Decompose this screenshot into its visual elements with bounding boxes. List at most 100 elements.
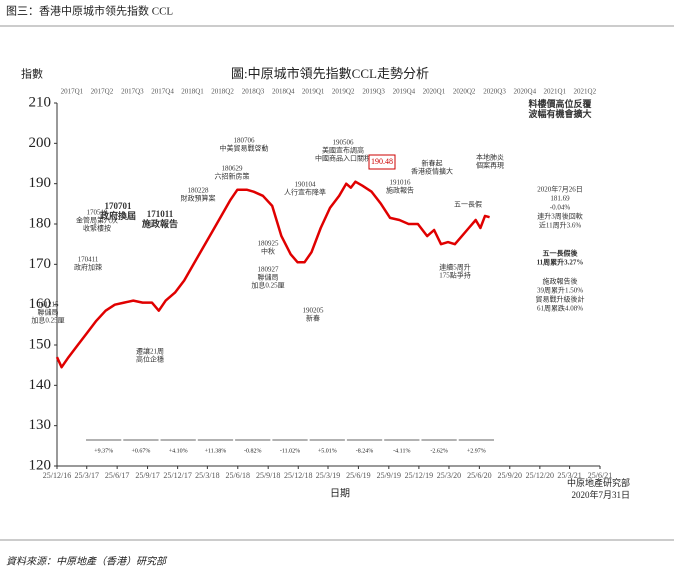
side-note: 料樓價高位反覆 <box>528 98 592 109</box>
annotation: 中國商品入口關稅 <box>315 154 371 163</box>
side-note: 連升3周後回軟 <box>537 212 583 221</box>
annotation: 175點爭持 <box>439 271 471 280</box>
y-tick-label: 190 <box>29 175 52 191</box>
side-note: 39周累升1.50% <box>537 286 583 295</box>
y-label: 指數 <box>21 67 43 81</box>
annotation: 本地肺炎 <box>476 153 504 162</box>
annotation: 161215 <box>38 301 60 309</box>
side-note: 五一長假後 <box>543 249 579 258</box>
period-change: +9.37% <box>94 448 113 454</box>
quarter-label: 2019Q4 <box>393 88 416 96</box>
annotation: 美國宣布調高 <box>322 146 364 155</box>
annotation: 新春 <box>306 314 320 323</box>
x-tick-label: 25/12/17 <box>163 471 191 480</box>
annotation: 171011 <box>147 209 174 219</box>
x-tick-label: 25/6/18 <box>226 471 250 480</box>
period-change: -0.82% <box>244 448 262 454</box>
side-note: 貿易戰升級後計 <box>536 295 585 304</box>
x-tick-label: 25/6/21 <box>588 471 612 480</box>
y-tick-label: 210 <box>29 94 52 110</box>
annotation: 遷讓21周 <box>136 347 164 356</box>
x-tick-label: 25/9/17 <box>135 471 159 480</box>
quarter-label: 2017Q2 <box>91 88 114 96</box>
annotation: 加息0.25厘 <box>251 281 284 290</box>
period-change: +0.67% <box>131 448 150 454</box>
annotation: 施政報告 <box>142 218 178 229</box>
annotation: 香港疫情擴大 <box>411 167 453 176</box>
quarter-label: 2017Q3 <box>121 88 144 96</box>
quarter-label: 2021Q2 <box>574 88 597 96</box>
side-note: 2020年7月26日 <box>537 185 583 194</box>
quarter-label: 2020Q4 <box>514 88 537 96</box>
annotation: 190205 <box>303 307 325 315</box>
quarter-label: 2018Q1 <box>181 88 204 96</box>
annotation: 高位企穩 <box>136 355 164 364</box>
annotation-box <box>368 154 396 170</box>
annotation: 180706 <box>234 137 256 145</box>
period-change: +5.01% <box>318 448 337 454</box>
x-tick-label: 25/3/18 <box>195 471 219 480</box>
x-label: 日期 <box>330 487 350 499</box>
period-change: +4.10% <box>169 448 188 454</box>
quarter-label: 2018Q2 <box>211 88 234 96</box>
line <box>55 180 490 369</box>
credit: 中原地產研究部 <box>567 477 630 488</box>
annotation: 190506 <box>333 139 355 147</box>
quarter-label: 2018Q4 <box>272 88 295 96</box>
annotation: 財政預算案 <box>181 194 216 203</box>
annotation: 人行宣布降準 <box>284 188 326 197</box>
x-tick-label: 25/12/16 <box>43 471 71 480</box>
annotation: 180629 <box>222 165 244 173</box>
annotation: 六招新房策 <box>215 172 250 181</box>
annotation: 聯儲局 <box>38 308 59 317</box>
annotation: 五一長假 <box>454 200 482 209</box>
annotation: 191016 <box>390 179 412 187</box>
x-tick-label: 25/6/19 <box>346 471 370 480</box>
annotation: 中美貿易戰啓動 <box>220 144 269 153</box>
x-tick-label: 25/12/19 <box>405 471 433 480</box>
chart-title: 圖:中原城市領先指數CCL走勢分析 <box>231 66 429 81</box>
side-note: 61周累跌4.08% <box>537 304 583 313</box>
side-note: 施政報告後 <box>543 277 578 286</box>
quarter-label: 2020Q2 <box>453 88 476 96</box>
annotation: 政府加辣 <box>74 263 102 272</box>
period-change: +11.38% <box>205 448 227 454</box>
y-tick-label: 130 <box>29 417 52 433</box>
y-tick-label: 150 <box>29 336 52 352</box>
source-note: 資料來源：中原地產（香港）研究部 <box>6 555 168 567</box>
period-change: -8.24% <box>356 448 374 454</box>
annotation: 中秋 <box>261 247 275 256</box>
annotation: 180927 <box>258 266 280 274</box>
annotation: 連續5周升 <box>439 263 471 272</box>
quarter-label: 2020Q3 <box>483 88 506 96</box>
annotation: 政府換屆 <box>100 210 136 221</box>
y-tick-label: 140 <box>29 377 52 393</box>
quarter-label: 2019Q1 <box>302 88 325 96</box>
annotation: 170701 <box>105 201 133 211</box>
annotation: 加息0.25厘 <box>31 316 64 325</box>
y-tick-label: 180 <box>29 215 52 231</box>
annotation: 180228 <box>188 187 210 195</box>
annotation: 個案再現 <box>476 161 504 170</box>
x-tick-label: 25/3/20 <box>437 471 461 480</box>
annotation: 金管局第八次 <box>76 216 118 225</box>
credit: 2020年7月31日 <box>571 489 630 500</box>
quarter-label: 2017Q1 <box>61 88 84 96</box>
annotation: 施政報告 <box>386 186 414 195</box>
quarter-label: 2021Q1 <box>543 88 566 96</box>
period-change: +2.97% <box>467 448 486 454</box>
side-note: 波幅有機會擴大 <box>528 108 591 119</box>
x-tick-label: 25/9/18 <box>256 471 280 480</box>
annotation: 190104 <box>295 181 317 189</box>
y-tick-label: 170 <box>29 256 52 272</box>
y-tick-label: 200 <box>29 135 52 151</box>
period-change: -11.02% <box>280 448 300 454</box>
side-note: 11周累升3.27% <box>537 258 584 267</box>
header: 图三：香港中原城市领先指数 CCL <box>6 4 173 18</box>
side-note: 181.69 <box>550 195 570 203</box>
annotation: 190.48 <box>371 157 393 166</box>
side-note: 近11周升3.6% <box>539 221 581 230</box>
quarter-label: 2017Q4 <box>151 88 174 96</box>
annotation: 收緊樓按 <box>83 224 111 233</box>
